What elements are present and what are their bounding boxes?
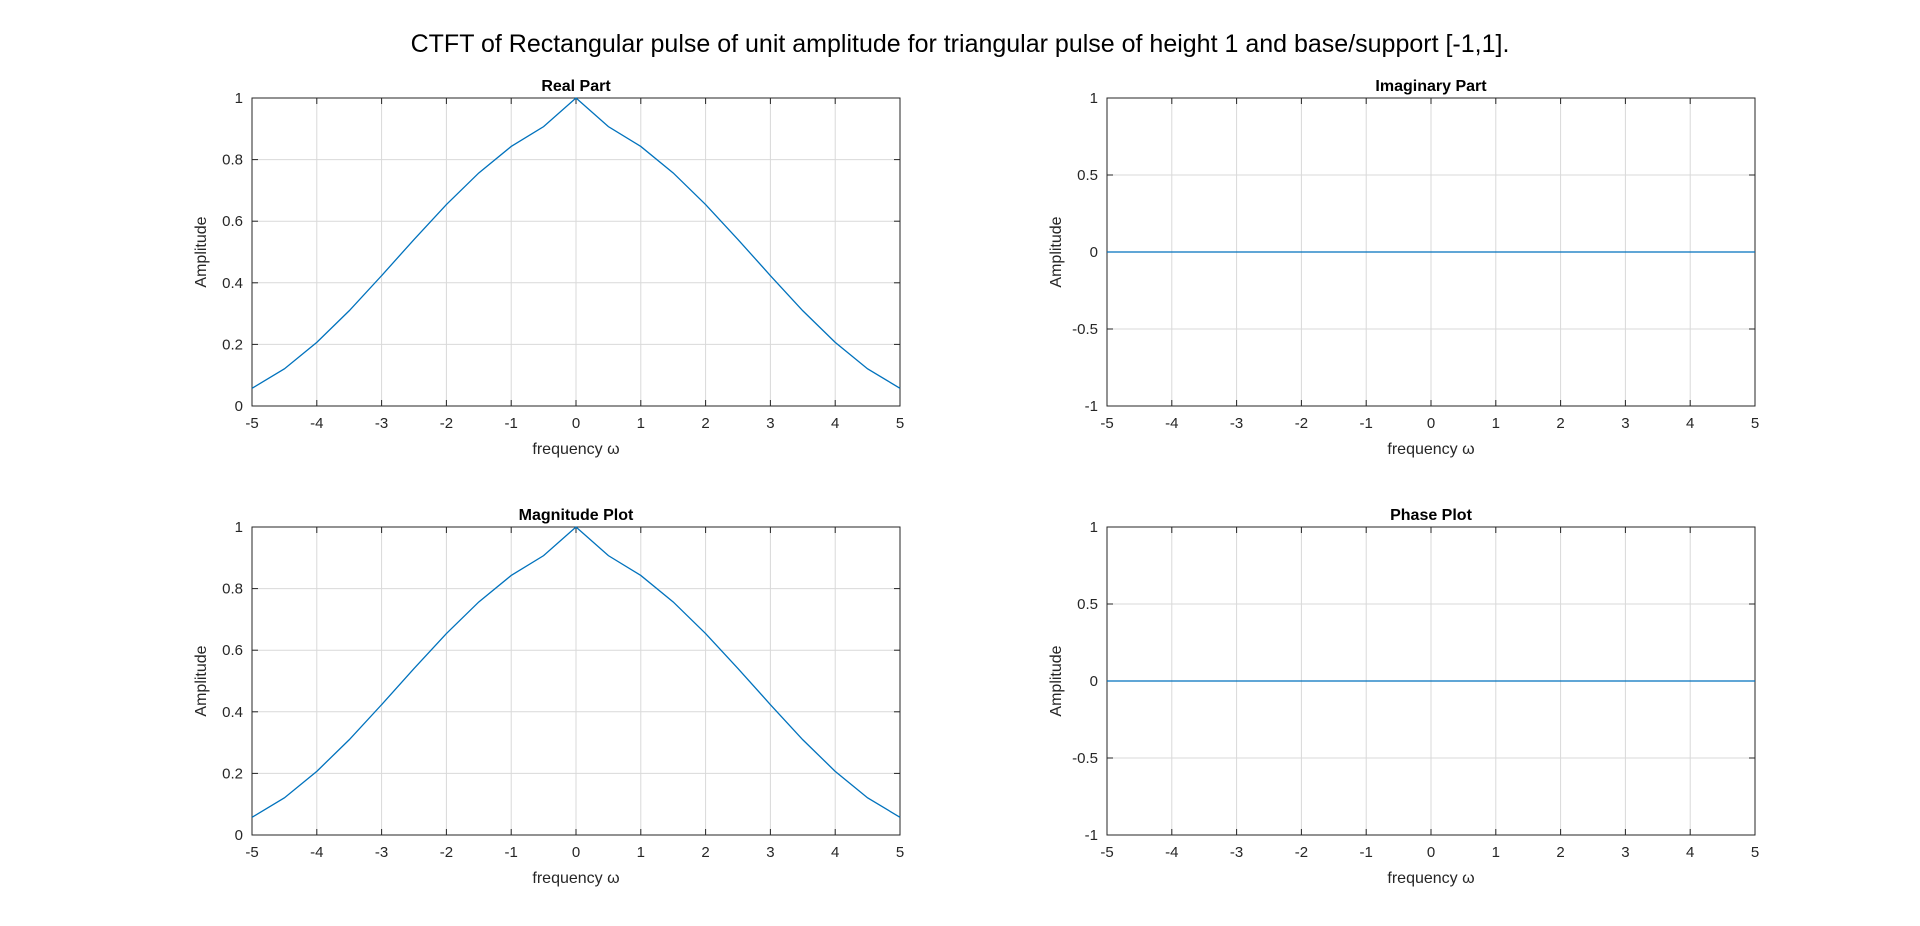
x-tick-label: 1 [637,415,645,432]
x-tick-label: 2 [701,844,709,861]
x-tick-label: -2 [1295,415,1308,432]
x-tick-label: 5 [1751,844,1759,861]
y-axis-label: Amplitude [193,645,210,716]
x-tick-label: 2 [1556,844,1564,861]
x-tick-label: -5 [245,415,258,432]
y-tick-label: 0 [1090,244,1098,261]
x-axis-label: frequency ω [532,441,619,458]
x-tick-label: -1 [505,844,518,861]
plot-title: Real Part [541,78,611,95]
plot-title: Phase Plot [1390,507,1472,524]
x-tick-label: -2 [440,415,453,432]
y-axis-label: Amplitude [1048,645,1065,716]
plot-title: Magnitude Plot [519,507,634,524]
x-tick-label: 2 [701,415,709,432]
y-tick-label: -1 [1085,827,1098,844]
y-tick-label: 0.6 [222,213,243,230]
y-tick-label: 0 [235,398,243,415]
y-tick-label: 0.4 [222,704,243,721]
x-tick-label: -4 [310,415,323,432]
y-tick-label: 1 [1090,519,1098,536]
x-axis-label: frequency ω [1387,870,1474,887]
x-tick-label: 3 [766,844,774,861]
x-tick-label: -3 [1230,415,1243,432]
x-tick-label: -1 [505,415,518,432]
x-tick-label: 3 [1621,415,1629,432]
x-tick-label: -2 [1295,844,1308,861]
y-tick-label: 1 [235,90,243,107]
y-tick-label: 1 [235,519,243,536]
y-tick-label: 0.4 [222,275,243,292]
x-tick-label: -3 [375,844,388,861]
y-tick-label: -1 [1085,398,1098,415]
y-tick-label: 0.2 [222,336,243,353]
x-axis-label: frequency ω [1387,441,1474,458]
x-tick-label: -3 [1230,844,1243,861]
y-tick-label: 0.2 [222,765,243,782]
x-tick-label: 1 [1492,415,1500,432]
x-tick-label: -2 [440,844,453,861]
x-tick-label: -5 [1100,844,1113,861]
x-tick-label: 0 [572,844,580,861]
figure-title: CTFT of Rectangular pulse of unit amplit… [410,30,1510,58]
x-tick-label: 5 [1751,415,1759,432]
x-tick-label: 0 [572,415,580,432]
y-axis-label: Amplitude [1048,216,1065,287]
y-tick-label: 1 [1090,90,1098,107]
x-tick-label: 4 [831,415,839,432]
x-tick-label: 4 [1686,844,1694,861]
x-tick-label: 2 [1556,415,1564,432]
x-tick-label: 1 [1492,844,1500,861]
series-line [251,526,901,818]
x-tick-label: 1 [637,844,645,861]
y-axis-label: Amplitude [193,216,210,287]
x-tick-label: -4 [310,844,323,861]
x-tick-label: -4 [1165,415,1178,432]
y-tick-label: 0.5 [1077,167,1098,184]
x-tick-label: -1 [1360,415,1373,432]
y-tick-label: 0 [235,827,243,844]
y-tick-label: -0.5 [1072,750,1098,767]
y-tick-label: 0 [1090,673,1098,690]
x-tick-label: -5 [245,844,258,861]
x-tick-label: 5 [896,415,904,432]
x-tick-label: 0 [1427,844,1435,861]
y-tick-label: 0.8 [222,581,243,598]
x-tick-label: -5 [1100,415,1113,432]
y-tick-label: -0.5 [1072,321,1098,338]
x-axis-label: frequency ω [532,870,619,887]
plot-title: Imaginary Part [1375,78,1487,95]
x-tick-label: 0 [1427,415,1435,432]
x-tick-label: 5 [896,844,904,861]
x-tick-label: -1 [1360,844,1373,861]
series-line [251,97,901,389]
y-tick-label: 0.5 [1077,596,1098,613]
y-tick-label: 0.8 [222,152,243,169]
y-tick-label: 0.6 [222,642,243,659]
x-tick-label: 4 [831,844,839,861]
x-tick-label: 3 [766,415,774,432]
x-tick-label: 3 [1621,844,1629,861]
x-tick-label: -3 [375,415,388,432]
x-tick-label: 4 [1686,415,1694,432]
x-tick-label: -4 [1165,844,1178,861]
